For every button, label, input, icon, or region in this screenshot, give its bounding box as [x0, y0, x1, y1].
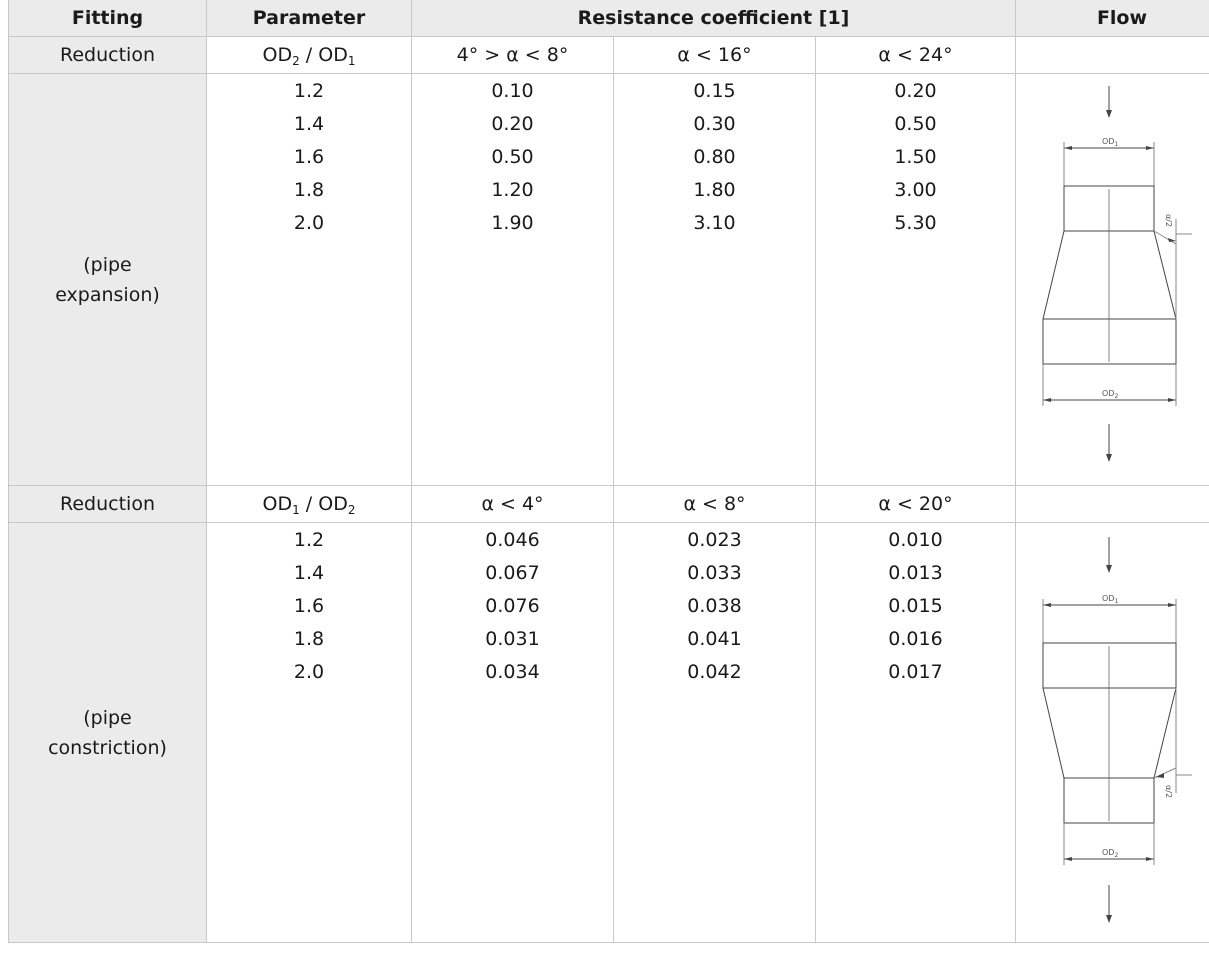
- section-2-subheader-row: Reduction OD1 / OD2 α < 4° α < 8° α < 20…: [8, 485, 1209, 523]
- section-2-flow-diagram-cell: OD1 OD2 α/2: [1015, 522, 1209, 943]
- cone-left-wall: [1042, 687, 1065, 779]
- coefficient-value: 0.013: [888, 562, 943, 584]
- section-1-parameter-head: OD2 / OD1: [206, 36, 412, 74]
- param-value: 1.8: [293, 628, 325, 650]
- header-resistance-coefficient: Resistance coefficient [1]: [411, 0, 1016, 37]
- angle-label: α/2: [1164, 785, 1173, 798]
- section-2-fitting-name: (pipe constriction): [8, 522, 207, 943]
- coefficient-value: 1.80: [693, 179, 736, 201]
- inlet-pipe-section: [1042, 642, 1177, 689]
- section-2-angle-head-1: α < 4°: [411, 485, 614, 523]
- coefficient-value: 0.30: [693, 113, 736, 135]
- section-1-body-row: (pipe expansion) 1.2 1.4 1.6 1.8 2.0 0.1…: [8, 73, 1209, 486]
- coefficient-value: 5.30: [894, 212, 937, 234]
- coefficient-value: 1.20: [491, 179, 534, 201]
- header-fitting: Fitting: [8, 0, 207, 37]
- section-1-param-values: 1.2 1.4 1.6 1.8 2.0: [206, 73, 412, 486]
- header-flow: Flow: [1015, 0, 1209, 37]
- section-1-angle-head-2: α < 16°: [613, 36, 816, 74]
- coefficient-value: 0.015: [888, 595, 943, 617]
- param-value: 1.4: [293, 562, 325, 584]
- cone-right-wall: [1153, 230, 1177, 320]
- flow-arrow-bottom-head: [1106, 915, 1112, 923]
- section-2-coefficients-col-3: 0.010 0.013 0.015 0.016 0.017: [815, 522, 1016, 943]
- coefficient-value: 0.20: [894, 80, 937, 102]
- coefficient-value: 0.031: [485, 628, 540, 650]
- coefficient-value: 0.20: [491, 113, 534, 135]
- cone-right-wall: [1153, 687, 1177, 779]
- coefficient-value: 0.80: [693, 146, 736, 168]
- outlet-pipe-section: [1042, 318, 1177, 365]
- section-2-angle-head-3: α < 20°: [815, 485, 1016, 523]
- coefficient-value: 0.041: [687, 628, 742, 650]
- section-1-angle-head-1: 4° > α < 8°: [411, 36, 614, 74]
- param-value: 1.8: [293, 179, 325, 201]
- param-value: 2.0: [293, 661, 325, 683]
- coefficient-value: 0.016: [888, 628, 943, 650]
- section-2-reduction-label: Reduction: [8, 485, 207, 523]
- coefficient-value: 3.10: [693, 212, 736, 234]
- coefficient-value: 0.15: [693, 80, 736, 102]
- section-2-body-row: (pipe constriction) 1.2 1.4 1.6 1.8 2.0 …: [8, 522, 1209, 943]
- section-1-flow-head: [1015, 36, 1209, 74]
- pipe-expansion-diagram: OD1 OD2 α/2: [1042, 86, 1192, 462]
- od1-label: OD1: [1102, 594, 1118, 605]
- section-2-flow-head: [1015, 485, 1209, 523]
- header-parameter: Parameter: [206, 0, 412, 37]
- flow-arrow-top-head: [1106, 565, 1112, 573]
- coefficient-value: 0.010: [888, 529, 943, 551]
- coefficient-value: 1.50: [894, 146, 937, 168]
- section-1-angle-head-3: α < 24°: [815, 36, 1016, 74]
- coefficient-value: 0.046: [485, 529, 540, 551]
- od1-label: OD1: [1102, 137, 1118, 148]
- coefficient-value: 0.076: [485, 595, 540, 617]
- flow-arrow-bottom-head: [1106, 454, 1112, 462]
- param-value: 1.6: [293, 595, 325, 617]
- section-1-coefficients-col-1: 0.10 0.20 0.50 1.20 1.90: [411, 73, 614, 486]
- coefficient-value: 0.034: [485, 661, 540, 683]
- coefficient-value: 0.10: [491, 80, 534, 102]
- resistance-table-container: Fitting Parameter Resistance coefficient…: [8, 0, 1209, 953]
- section-1-fitting-name: (pipe expansion): [8, 73, 207, 486]
- coefficient-value: 0.017: [888, 661, 943, 683]
- angle-label: α/2: [1164, 214, 1173, 227]
- coefficient-value: 0.067: [485, 562, 540, 584]
- section-2-param-values: 1.2 1.4 1.6 1.8 2.0: [206, 522, 412, 943]
- header-row: Fitting Parameter Resistance coefficient…: [8, 0, 1209, 37]
- section-2-parameter-head: OD1 / OD2: [206, 485, 412, 523]
- section-1-reduction-label: Reduction: [8, 36, 207, 74]
- section-1-subheader-row: Reduction OD2 / OD1 4° > α < 8° α < 16° …: [8, 36, 1209, 74]
- pipe-constriction-diagram: OD1 OD2 α/2: [1042, 537, 1192, 923]
- cone-left-wall: [1042, 230, 1065, 320]
- param-value: 1.6: [293, 146, 325, 168]
- flow-arrow-top-head: [1106, 110, 1112, 118]
- coefficient-value: 0.038: [687, 595, 742, 617]
- coefficient-value: 0.033: [687, 562, 742, 584]
- section-2-coefficients-col-2: 0.023 0.033 0.038 0.041 0.042: [613, 522, 816, 943]
- coefficient-value: 1.90: [491, 212, 534, 234]
- section-1-coefficients-col-2: 0.15 0.30 0.80 1.80 3.10: [613, 73, 816, 486]
- coefficient-value: 0.042: [687, 661, 742, 683]
- section-2-coefficients-col-1: 0.046 0.067 0.076 0.031 0.034: [411, 522, 614, 943]
- resistance-coefficient-table: Fitting Parameter Resistance coefficient…: [8, 0, 1209, 943]
- coefficient-value: 0.023: [687, 529, 742, 551]
- section-2-angle-head-2: α < 8°: [613, 485, 816, 523]
- od2-label: OD2: [1102, 389, 1118, 400]
- param-value: 1.4: [293, 113, 325, 135]
- param-value: 1.2: [293, 80, 325, 102]
- od2-label: OD2: [1102, 848, 1118, 859]
- coefficient-value: 3.00: [894, 179, 937, 201]
- coefficient-value: 0.50: [894, 113, 937, 135]
- section-1-coefficients-col-3: 0.20 0.50 1.50 3.00 5.30: [815, 73, 1016, 486]
- param-value: 2.0: [293, 212, 325, 234]
- param-value: 1.2: [293, 529, 325, 551]
- section-1-flow-diagram-cell: OD1 OD2 α/2: [1015, 73, 1209, 486]
- coefficient-value: 0.50: [491, 146, 534, 168]
